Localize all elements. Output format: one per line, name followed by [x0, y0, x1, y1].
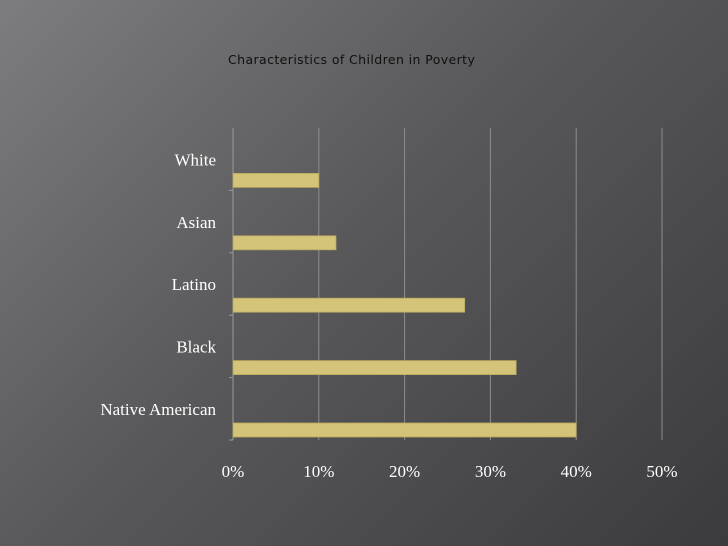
x-tick-label: 40% [561, 462, 592, 481]
gridlines [318, 128, 663, 440]
x-tick-label: 20% [389, 462, 420, 481]
x-tick-label: 50% [646, 462, 677, 481]
chart-title: Characteristics of Children in Poverty [228, 52, 476, 67]
bar [232, 172, 320, 188]
x-tick-label: 0% [222, 462, 245, 481]
bar [232, 422, 577, 438]
category-label: Latino [172, 275, 216, 294]
category-labels: White Asian Latino Black Native American [100, 150, 216, 419]
y-axis [229, 128, 234, 441]
category-label: Asian [176, 213, 216, 232]
x-tick-label: 30% [475, 462, 506, 481]
category-label: Black [176, 338, 216, 357]
bar [232, 235, 337, 251]
x-tick-label: 10% [303, 462, 334, 481]
bar [232, 297, 466, 313]
x-tick-labels: 0% 10% 20% 30% 40% 50% [222, 462, 678, 481]
category-label: Native American [100, 400, 216, 419]
bar [232, 360, 517, 376]
category-label: White [174, 150, 216, 169]
bars [232, 172, 577, 438]
